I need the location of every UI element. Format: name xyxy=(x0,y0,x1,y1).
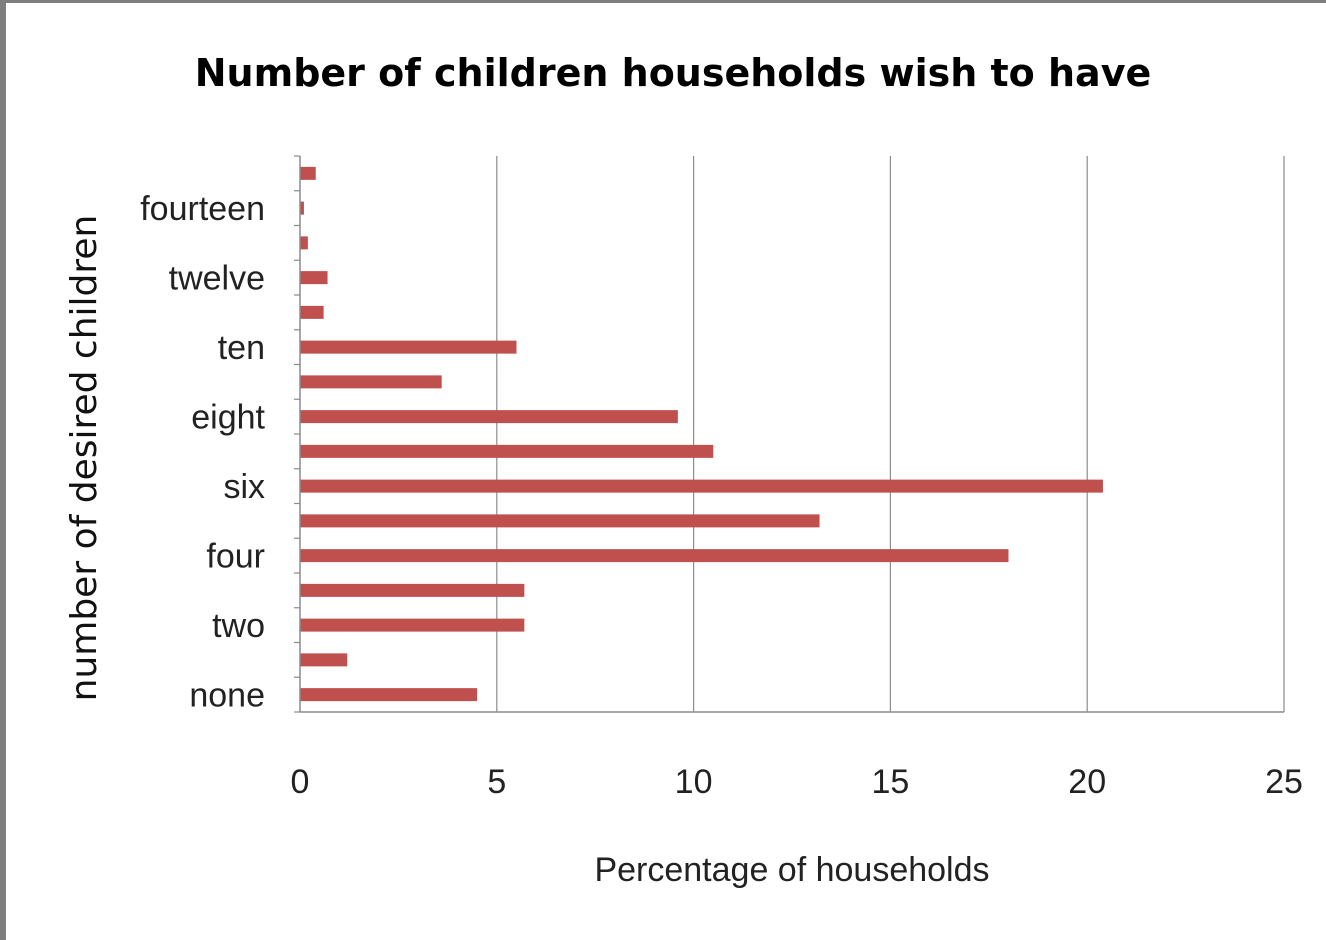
x-tick-labels: 0 5 10 15 20 25 xyxy=(291,763,1303,801)
y-tick-label-4: four xyxy=(206,538,265,576)
y-tick-label-12: twelve xyxy=(169,260,265,298)
y-tick-label-2: two xyxy=(212,607,265,645)
y-axis-label: number of desired children xyxy=(64,215,105,702)
y-tick-labels: none two four six eight ten twelve fourteen xyxy=(140,190,265,715)
y-tick-label-8: eight xyxy=(191,399,265,437)
x-axis-label: Percentage of households xyxy=(594,851,989,889)
bar-7 xyxy=(300,444,714,458)
x-tick-label-5: 25 xyxy=(1265,763,1303,801)
bar-13 xyxy=(300,236,308,250)
bar-14 xyxy=(300,201,304,215)
x-tick-label-3: 15 xyxy=(871,763,909,801)
bar-2 xyxy=(300,618,525,632)
y-tick-label-0: none xyxy=(189,677,265,715)
bar-11 xyxy=(300,305,324,319)
bar-8 xyxy=(300,410,678,424)
y-tick-label-14: fourteen xyxy=(140,190,265,228)
bar-15 xyxy=(300,166,316,180)
bar-12 xyxy=(300,271,328,285)
bar-5 xyxy=(300,514,820,528)
bar-0 xyxy=(300,688,478,702)
x-tick-label-0: 0 xyxy=(291,763,310,801)
x-tick-label-1: 5 xyxy=(487,763,506,801)
axes xyxy=(294,155,1284,713)
bars xyxy=(300,166,1103,702)
bar-3 xyxy=(300,583,525,597)
bar-9 xyxy=(300,375,442,389)
chart-title: Number of children households wish to ha… xyxy=(195,51,1152,95)
bar-10 xyxy=(300,340,517,354)
x-tick-label-4: 20 xyxy=(1068,763,1106,801)
bar-4 xyxy=(300,549,1009,563)
x-tick-label-2: 10 xyxy=(675,763,713,801)
y-tick-label-6: six xyxy=(223,468,265,506)
y-tick-label-10: ten xyxy=(218,329,265,367)
gridlines xyxy=(496,156,1285,712)
bar-1 xyxy=(300,653,348,667)
bar-6 xyxy=(300,479,1103,493)
